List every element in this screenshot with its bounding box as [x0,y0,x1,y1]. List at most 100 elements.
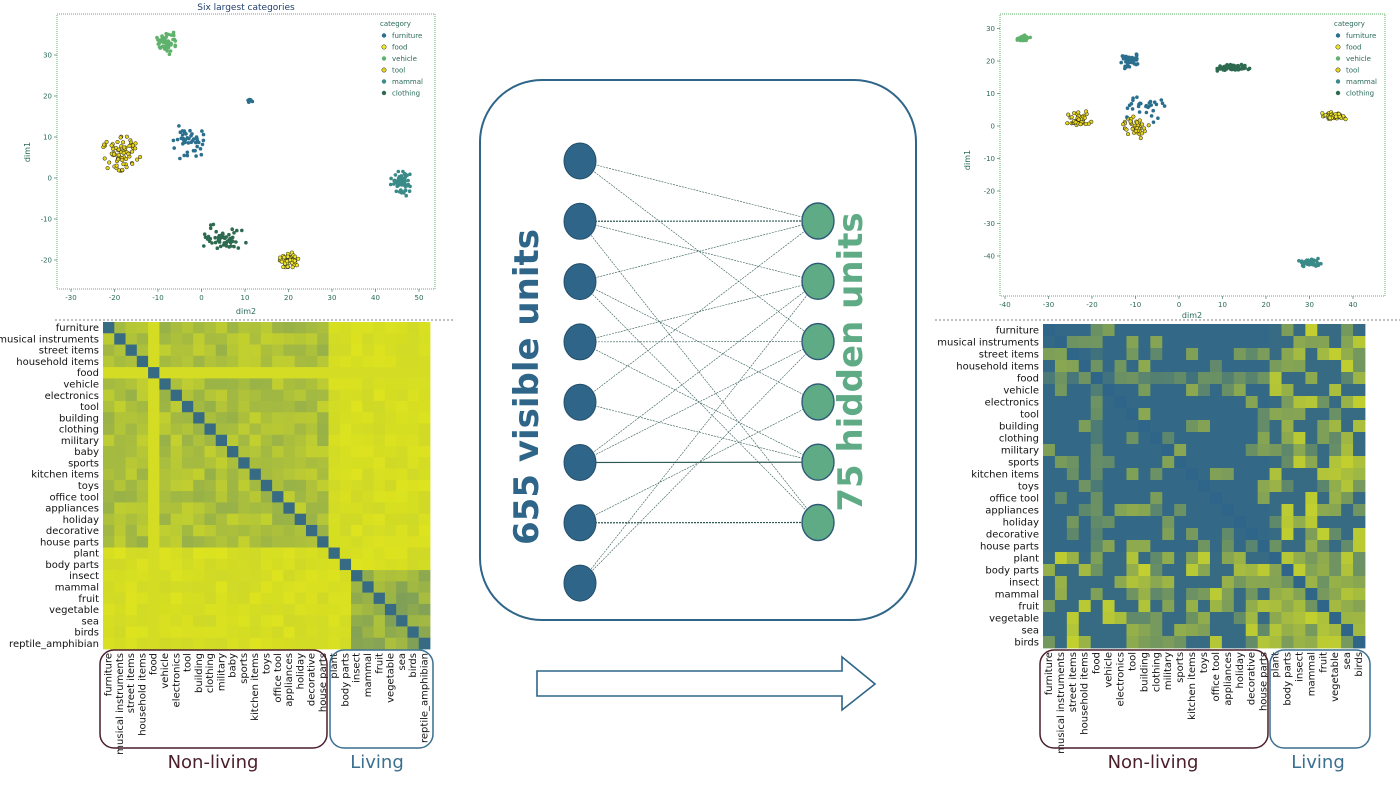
heatmap-cell [283,446,296,458]
heatmap-cell [1257,384,1270,397]
heatmap-cell [1090,576,1104,589]
heatmap-cell [272,378,284,391]
heatmap-cell [125,502,138,515]
heatmap-cell [1353,348,1366,361]
row-label: household items [16,357,99,368]
heatmap-cell [362,400,375,413]
heatmap-cell [249,389,262,402]
heatmap-cell [1233,552,1247,565]
food-point [290,265,295,270]
heatmap-cell [396,322,408,334]
heatmap-cell [1329,420,1342,433]
heatmap-cell [339,344,352,357]
heatmap-cell [1066,480,1080,493]
heatmap-cell [103,434,115,447]
heatmap-cell [1257,516,1270,529]
heatmap-cell [1162,348,1175,361]
heatmap-cell [1269,612,1282,625]
mammal-point [1312,262,1316,267]
heatmap-cell [125,524,138,537]
heatmap-cell [1102,540,1115,553]
heatmap-cell [328,412,341,424]
heatmap-cell [317,389,329,402]
network-edge [579,221,819,282]
heatmap-cell [238,434,250,447]
heatmap-cell [1221,480,1235,493]
clothing-point [230,239,235,243]
heatmap-cell [1281,492,1294,505]
heatmap-cell [339,570,352,582]
heatmap-cell [328,637,341,650]
heatmap-cell [260,322,273,334]
heatmap-cell [260,355,273,368]
clothing-point [229,244,233,248]
heatmap-cell [1269,492,1282,505]
heatmap-cell [1138,336,1151,349]
furniture-point [1131,98,1135,103]
heatmap-cell [1066,564,1080,577]
heatmap-cell [1078,588,1092,601]
clothing-point [232,231,236,235]
heatmap-cell [1054,600,1068,613]
furniture-point [1151,120,1156,124]
heatmap-cell [384,626,397,639]
heatmap-cell [249,524,262,537]
food-point [288,257,293,263]
heatmap-cell [272,592,284,605]
heatmap-cell [317,322,329,334]
heatmap-cell [1162,336,1175,349]
heatmap-cell [1138,420,1151,433]
heatmap-cell [1341,396,1354,409]
heatmap-cell [1198,612,1211,625]
heatmap-cell [305,389,318,402]
col-label: furniture [1044,652,1055,695]
heatmap-cell [1257,336,1270,349]
heatmap-cell [294,603,307,616]
heatmap-cell [1066,456,1080,469]
heatmap-cell [328,355,341,368]
heatmap-cell [1138,612,1151,625]
heatmap-cell [1150,528,1163,541]
heatmap-cell [1198,408,1211,421]
heatmap-cell [328,558,341,571]
heatmap-cell [407,536,420,548]
tool-point [120,158,125,163]
heatmap-cell [1043,420,1056,433]
heatmap-cell [1281,528,1294,541]
heatmap-cell [1209,636,1223,649]
heatmap-cell [1353,600,1366,613]
heatmap-cell [407,446,420,458]
heatmap-cell [1233,564,1247,577]
heatmap-cell [373,468,386,481]
heatmap-cell [418,513,431,526]
heatmap-cell [249,355,262,368]
heatmap-cell [1353,612,1366,625]
heatmap-cell [1269,552,1282,565]
heatmap-cell [1090,528,1104,541]
heatmap-cell [159,547,172,560]
heatmap-cell [1341,456,1354,469]
mammal-point [399,188,403,192]
heatmap-cell [1281,612,1294,625]
heatmap-cell [215,389,228,402]
heatmap-cell [272,603,284,616]
heatmap-cell [1341,372,1354,385]
mammal-point [406,178,410,183]
heatmap-cell [1090,636,1104,649]
heatmap-cell [260,412,273,424]
heatmap-cell [1233,636,1247,649]
heatmap-cell [272,457,284,469]
heatmap-cell [1245,468,1259,481]
heatmap-cell [238,558,250,571]
legend-label-furniture: furniture [392,32,422,40]
heatmap-cell [1078,540,1092,553]
heatmap-cell [272,502,284,515]
furniture-point [1126,62,1130,67]
heatmap-cell [193,446,205,458]
heatmap-cell [1114,636,1127,649]
heatmap-cell [1174,504,1187,517]
heatmap-cell [103,423,115,436]
heatmap-cell [1162,528,1175,541]
x-tick-label: -30 [1043,301,1054,309]
